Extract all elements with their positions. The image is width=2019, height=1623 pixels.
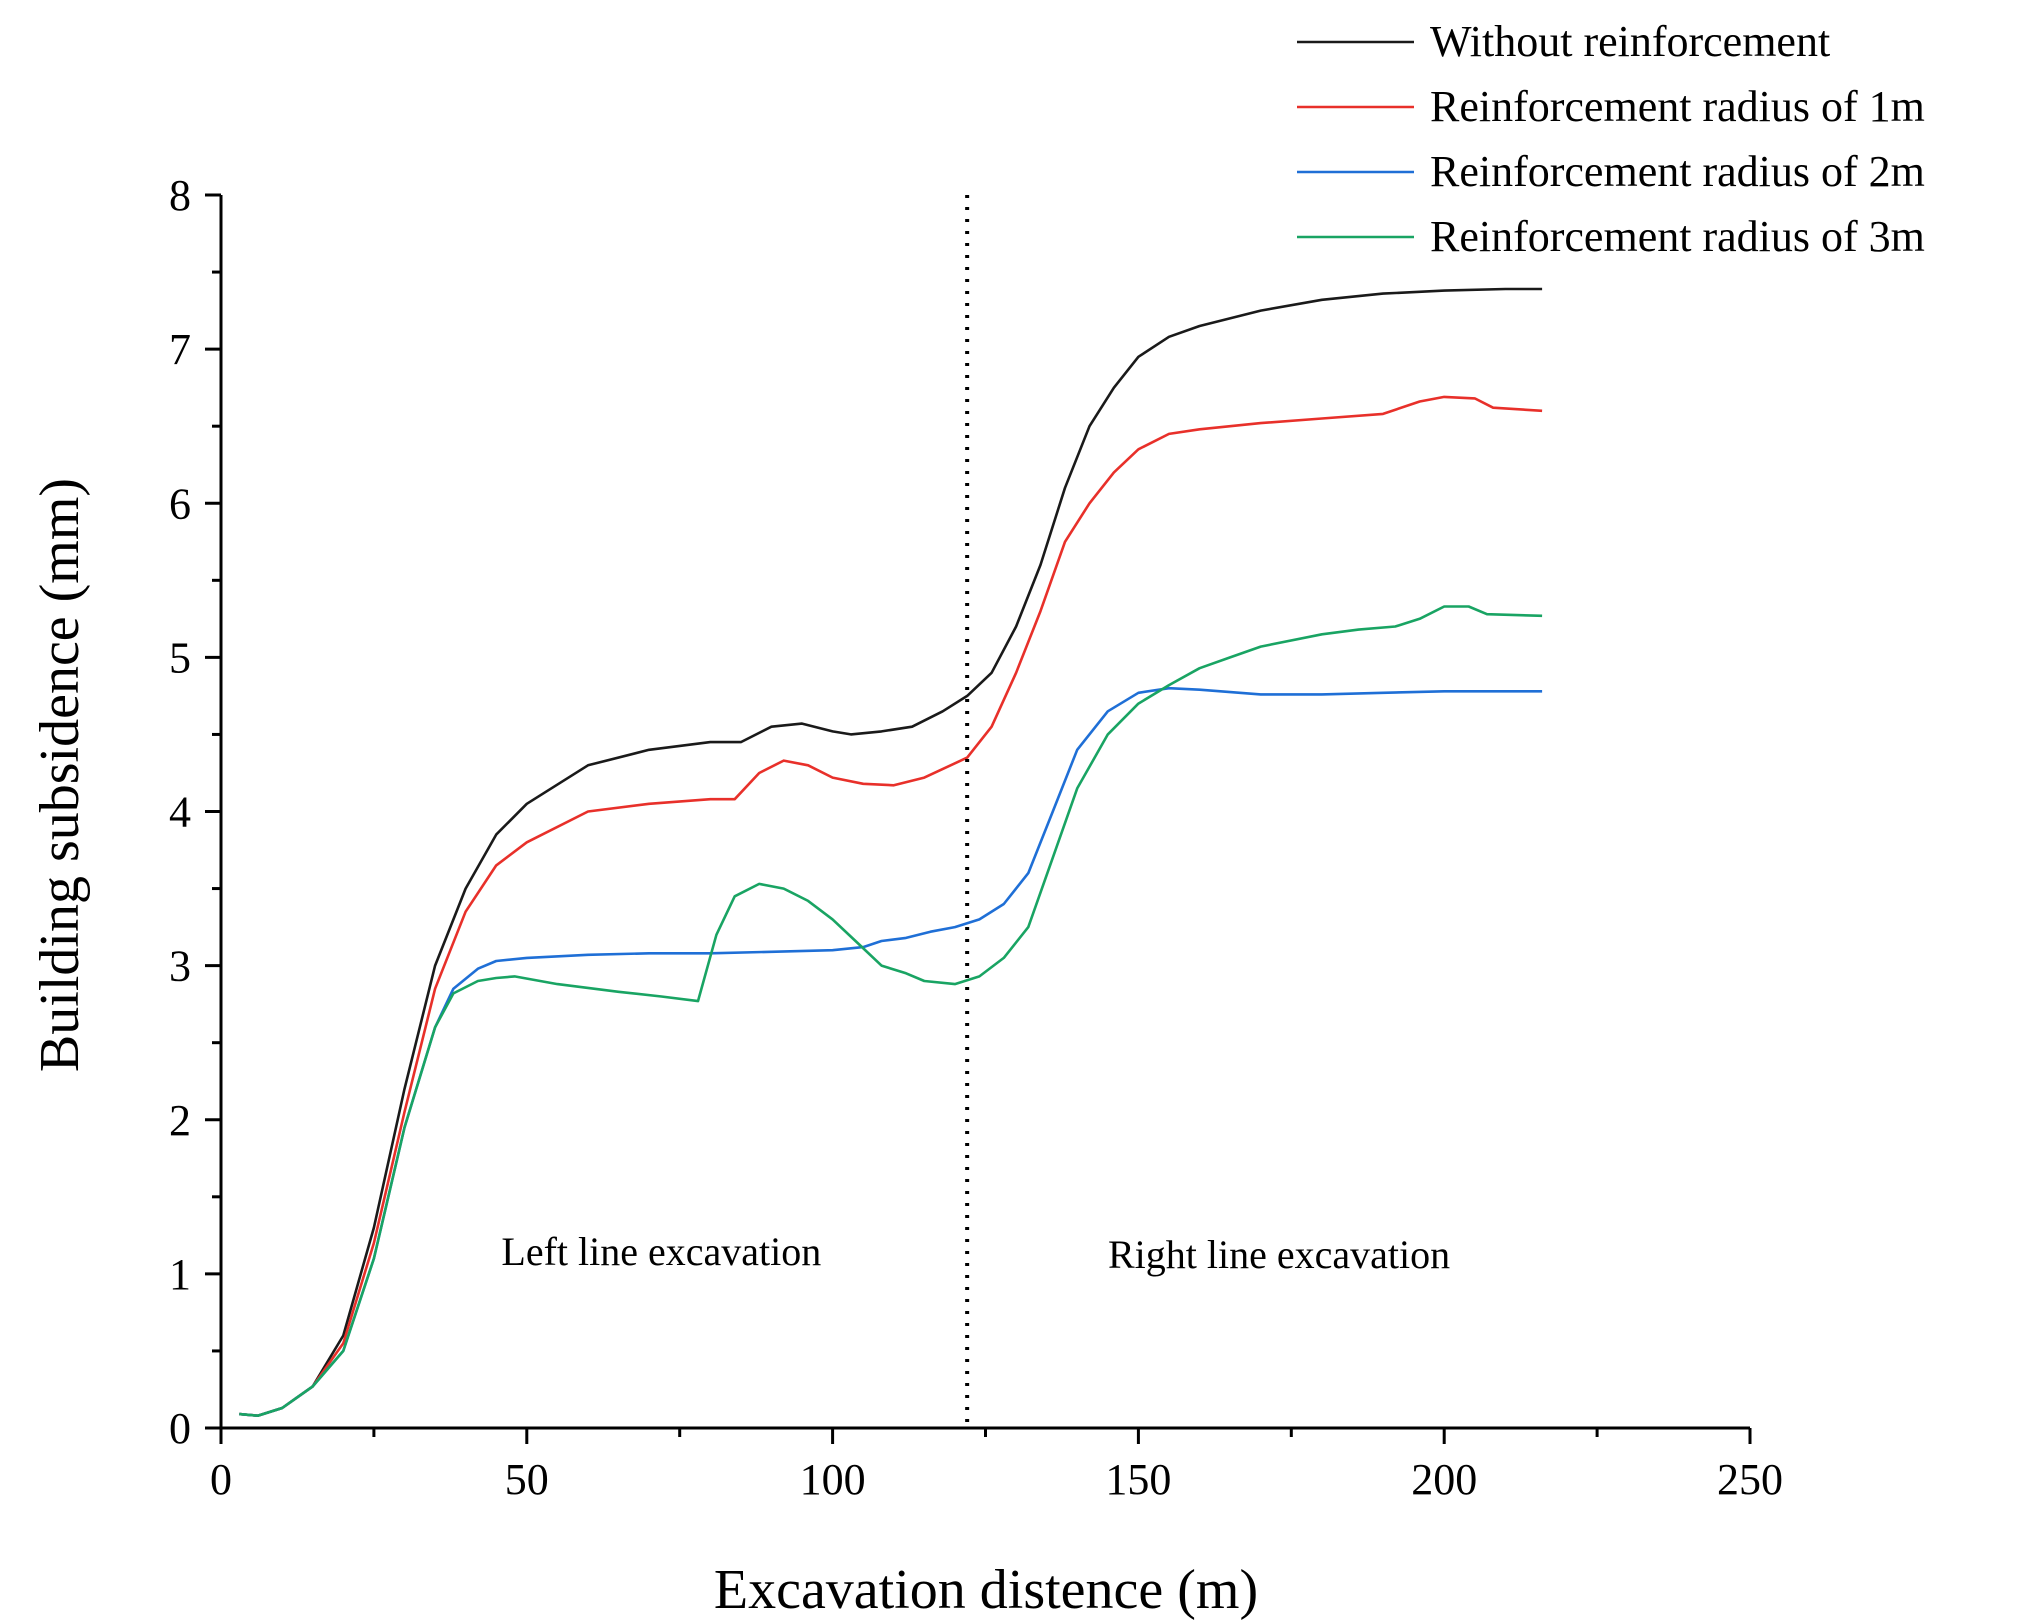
series-line-4 [239,605,1543,1417]
x-tick-label: 0 [210,1455,232,1504]
legend-label-4: Reinforcement radius of 3m [1430,212,1925,261]
y-tick-label: 7 [169,325,191,374]
series-line-1 [239,287,1543,1417]
x-tick-label: 50 [505,1455,549,1504]
y-tick-label: 5 [169,633,191,682]
y-tick-label: 3 [169,942,191,991]
series-line-3 [239,686,1543,1417]
y-tick-label: 0 [169,1404,191,1453]
x-axis-title: Excavation distence (m) [714,1559,1258,1621]
legend-label-1: Without reinforcement [1430,17,1830,66]
legend: Without reinforcement Reinforcement radiu… [1297,17,1925,261]
y-tick-label: 1 [169,1250,191,1299]
legend-label-2: Reinforcement radius of 1m [1430,82,1925,131]
annotation-right-line: Right line excavation [1108,1232,1450,1277]
x-tick-label: 200 [1411,1455,1477,1504]
axes: 0 50 100 150 200 250 0 1 2 3 4 5 6 7 8 [169,171,1783,1504]
y-axis-title: Building subsidence (mm) [29,478,91,1072]
legend-label-3: Reinforcement radius of 2m [1430,147,1925,196]
y-tick-label: 8 [169,171,191,220]
annotation-left-line: Left line excavation [501,1229,821,1274]
plot-lines [239,287,1543,1417]
x-tick-label: 250 [1717,1455,1783,1504]
series-line-2 [239,395,1543,1417]
y-tick-label: 2 [169,1096,191,1145]
y-tick-label: 6 [169,479,191,528]
y-tick-label: 4 [169,788,191,837]
x-tick-label: 100 [800,1455,866,1504]
x-tick-label: 150 [1105,1455,1171,1504]
